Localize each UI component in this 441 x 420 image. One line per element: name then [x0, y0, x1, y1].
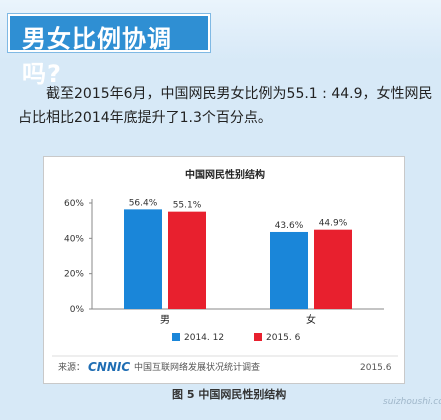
source-date: 2015.6 — [360, 363, 392, 373]
legend-swatch — [254, 333, 262, 341]
chart-svg: 中国网民性别结构 0% 20% 40% 60% 56.4% 55.1% 男 43.6% 44.… — [52, 168, 398, 374]
chart-title: 中国网民性别结构 — [185, 168, 265, 181]
x-tick-label: 女 — [306, 313, 316, 326]
legend-swatch — [172, 333, 180, 341]
watermark: suizhoushi.com — [383, 397, 441, 407]
x-tick-label: 男 — [160, 314, 170, 326]
bar-value-label: 43.6% — [275, 221, 304, 231]
legend-label: 2014. 12 — [184, 333, 224, 343]
chart-bars: 56.4% 55.1% 男 43.6% 44.9% 女 — [124, 198, 352, 326]
bar-value-label: 44.9% — [319, 219, 348, 229]
y-tick-label: 40% — [64, 234, 84, 244]
figure-caption: 图 5 中国网民性别结构 — [172, 388, 287, 401]
chart-legend: 2014. 12 2015. 6 — [172, 333, 301, 343]
source-line: 来源： CNNIC 中国互联网络发展状况统计调查 2015.6 — [52, 355, 398, 374]
chart-figure: 中国网民性别结构 0% 20% 40% 60% 56.4% 55.1% 男 43.6% 44.… — [43, 156, 405, 384]
y-tick-label: 20% — [64, 270, 84, 280]
bar-value-label: 56.4% — [129, 198, 158, 208]
bar — [270, 231, 308, 309]
source-label: 来源： — [58, 362, 85, 373]
title-bar: 男女比例协调吗? — [0, 0, 441, 88]
legend-label: 2015. 6 — [266, 333, 301, 343]
page-title: 男女比例协调吗? — [22, 25, 172, 88]
bar — [124, 209, 162, 309]
cnnic-logo: CNNIC — [88, 360, 130, 374]
bar-value-label: 55.1% — [173, 201, 202, 211]
y-tick-label: 0% — [70, 305, 85, 315]
source-org: 中国互联网络发展状况统计调查 — [134, 361, 260, 373]
bar — [314, 229, 352, 309]
y-tick-label: 60% — [64, 199, 84, 209]
intro-paragraph: 截至2015年6月，中国网民男女比例为55.1 : 44.9，女性网民占比相比2… — [18, 86, 433, 126]
bar — [168, 211, 206, 309]
title-box: 男女比例协调吗? — [8, 14, 210, 88]
